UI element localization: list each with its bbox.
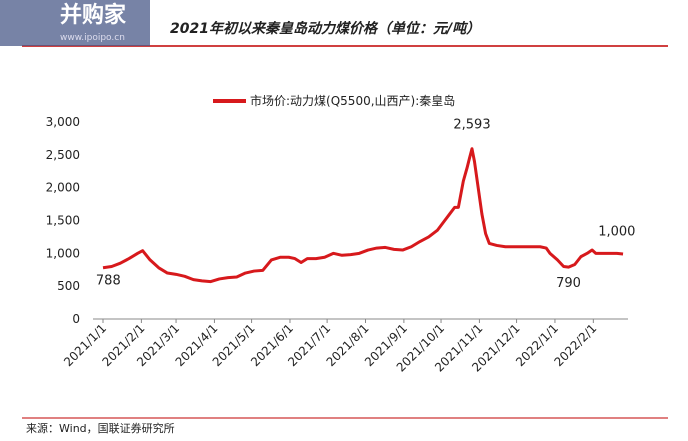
annotation: 790 (556, 276, 581, 291)
annotation: 2,593 (453, 118, 490, 133)
y-tick-label: 0 (72, 312, 80, 326)
y-tick-label: 3,000 (46, 115, 80, 129)
line-series (102, 147, 624, 284)
x-tick-label: 2022/2/1 (551, 321, 599, 369)
y-tick-label: 2,500 (46, 148, 80, 162)
annotation: 788 (96, 273, 121, 288)
source: 来源：Wind，国联证券研究所 (26, 421, 175, 435)
watermark-site: www.ipoipo.cn (60, 33, 125, 43)
legend-label: 市场价:动力煤(Q5500,山西产):秦皇岛 (250, 93, 455, 108)
y-tick-label: 500 (57, 279, 80, 293)
y-tick-label: 1,000 (46, 246, 80, 260)
annotation: 1,000 (598, 224, 635, 239)
watermark-brand: 并购家 (60, 2, 127, 28)
y-tick-label: 2,000 (46, 181, 80, 195)
watermark-box (0, 0, 150, 46)
y-tick-label: 1,500 (46, 214, 80, 228)
chart-title: 2021年初以来秦皇岛动力煤价格（单位：元/吨） (170, 20, 480, 37)
